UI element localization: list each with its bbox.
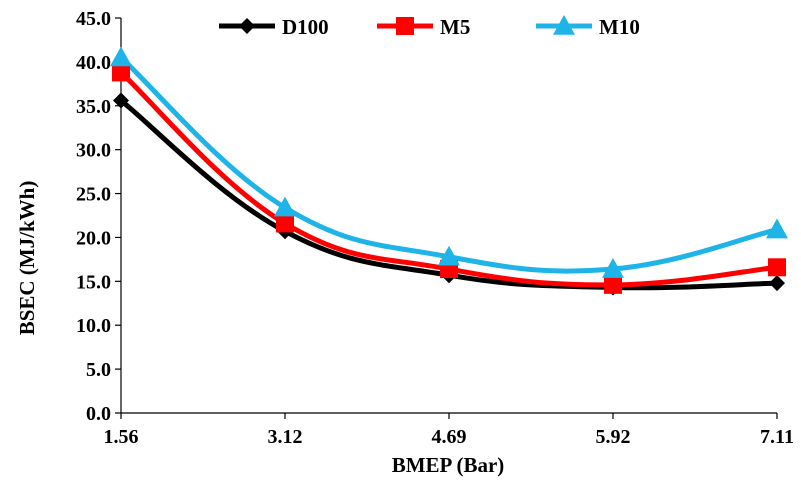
data-point-m5 [112,63,130,82]
legend-label-m5: M5 [440,15,470,39]
y-tick-label: 30.0 [76,140,111,162]
x-tick-label: 3.12 [268,426,303,448]
legend-marker-m5 [396,17,414,35]
series-line-m5 [118,69,780,288]
data-point-m10 [110,46,132,67]
data-point-m5 [768,258,786,277]
y-tick-label: 35.0 [76,96,111,118]
legend: D100 M5 M10 [219,15,640,39]
data-point-m10 [274,196,296,217]
y-axis-title: BSEC (MJ/kWh) [15,181,39,336]
y-tick-label: 20.0 [76,227,111,249]
x-tick-label: 7.11 [760,426,794,448]
x-tick-label: 4.69 [432,426,467,448]
data-point-m5 [276,214,294,233]
data-point-m10 [438,245,460,266]
x-tick-label: 5.92 [596,426,631,448]
y-tick-label: 45.0 [76,8,111,30]
axes [115,17,778,419]
y-tick-label: 15.0 [76,271,111,293]
series-markers [110,46,788,296]
y-tick-label: 40.0 [76,52,111,74]
x-tick-label: 1.56 [104,426,139,448]
series-line-m10 [118,55,780,274]
x-axis-title: BMEP (Bar) [392,453,505,477]
data-point-d100 [769,275,785,292]
data-point-m10 [766,218,788,239]
y-tick-label: 0.0 [86,403,111,425]
y-tick-label: 25.0 [76,184,111,206]
y-tick-labels: 0.0 5.0 10.0 15.0 20.0 25.0 30.0 35.0 40.0 45.0 [76,8,111,425]
y-tick-label: 5.0 [86,359,111,381]
legend-marker-m10 [553,15,575,35]
data-point-m10 [602,258,624,278]
x-tick-labels: 1.56 3.12 4.69 5.92 7.11 [104,426,794,448]
y-tick-label: 10.0 [76,315,111,337]
legend-label-m10: M10 [599,15,640,39]
legend-marker-d100 [239,18,255,34]
legend-label-d100: D100 [282,15,329,39]
data-point-d100 [113,92,129,109]
data-point-m5 [604,275,622,294]
